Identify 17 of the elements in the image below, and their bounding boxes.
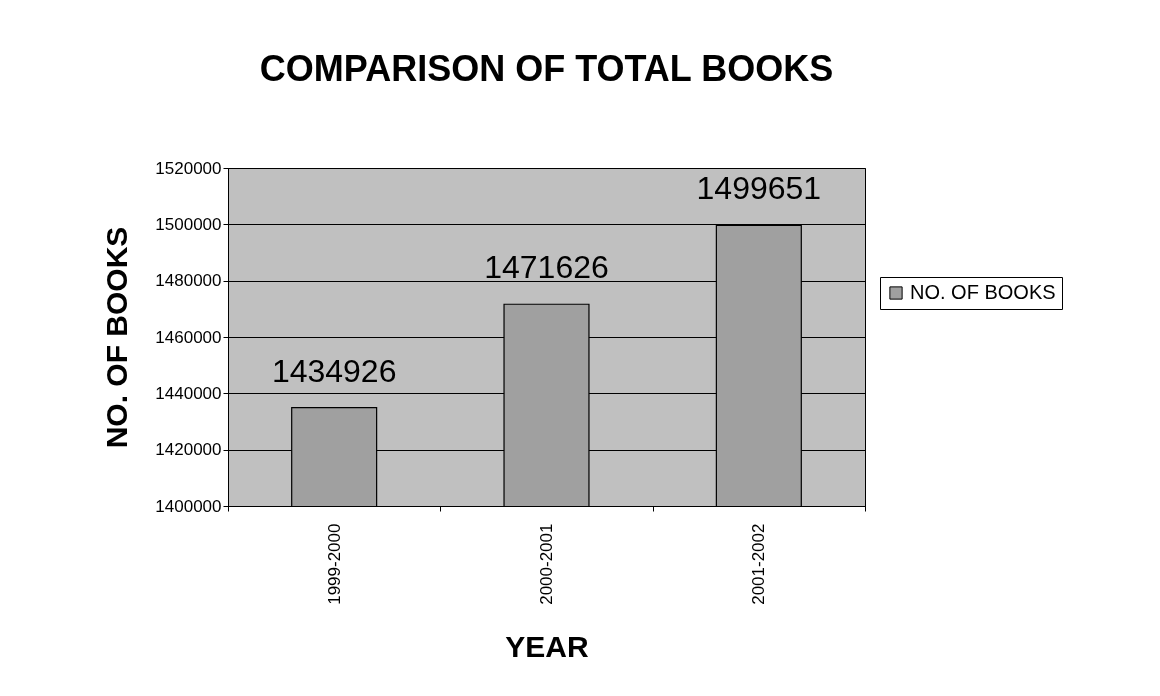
- legend-label: NO. OF BOOKS: [910, 281, 1056, 303]
- y-tick-label: 1420000: [155, 440, 222, 460]
- y-tick-label: 1400000: [155, 496, 222, 516]
- data-label: 1499651: [696, 170, 822, 207]
- y-tick-label: 1440000: [155, 383, 222, 403]
- y-tick-label: 1520000: [155, 158, 222, 178]
- x-tick-label: 2000-2001: [537, 523, 556, 605]
- x-tick-label: 1999-2000: [324, 523, 344, 605]
- y-tick-label: 1480000: [155, 271, 222, 291]
- x-tick-label: 2001-2002: [749, 523, 769, 605]
- y-axis-title: NO. OF BOOKS: [100, 226, 134, 449]
- chart-title: COMPARISON OF TOTAL BOOKS: [259, 48, 834, 89]
- y-tick-label: 1460000: [155, 327, 222, 347]
- data-label: 1434926: [271, 352, 397, 389]
- x-axis-title: YEAR: [505, 629, 589, 663]
- data-label: 1471626: [484, 249, 609, 286]
- y-tick-label: 1500000: [155, 214, 222, 234]
